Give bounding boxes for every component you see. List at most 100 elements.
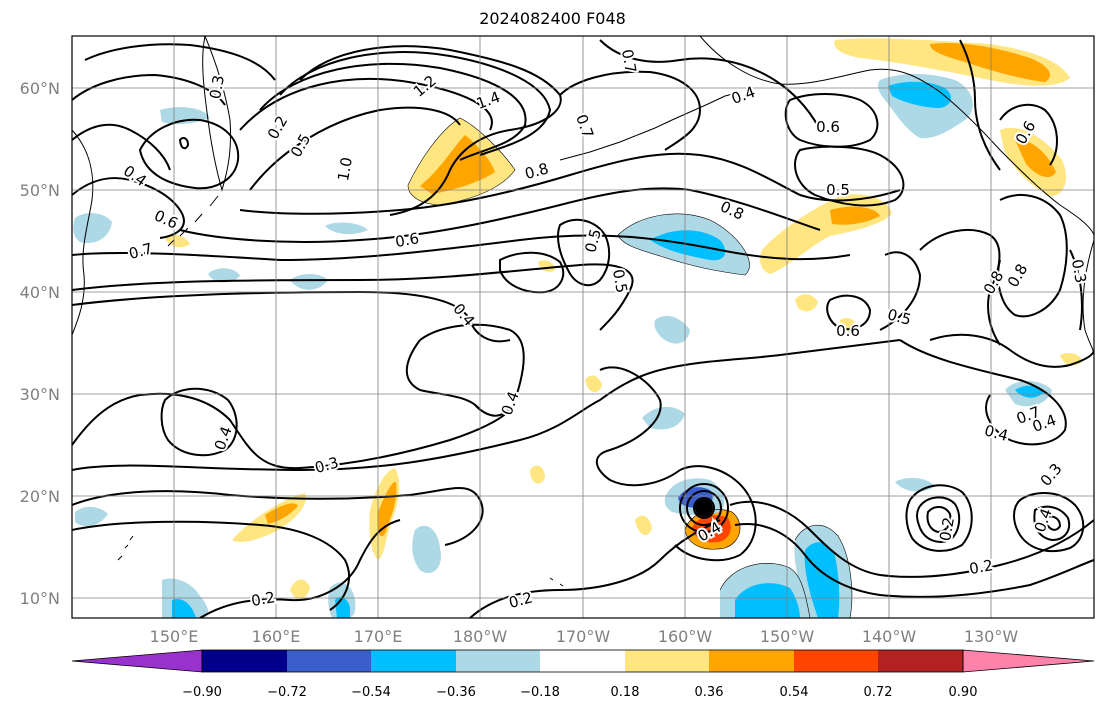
lat-tick-label: 30°N [20, 385, 60, 404]
contour-line [72, 177, 185, 239]
contour-line [72, 123, 171, 171]
lon-tick-label: 140°W [862, 627, 917, 646]
lon-tick-label: 150°E [150, 627, 199, 646]
contour-line [599, 39, 821, 131]
contour-line [1043, 515, 1062, 531]
positive-anomaly-region [585, 375, 602, 393]
colorbar-swatch [371, 650, 456, 672]
shaded-fields [73, 38, 1082, 618]
colorbar-swatch [202, 650, 287, 672]
positive-anomaly-region [635, 515, 652, 535]
contour-line [469, 519, 721, 618]
contour-line [929, 333, 1094, 368]
cyclone-contour-ring [693, 497, 715, 519]
cyclone-contour-ring [679, 483, 729, 533]
contour-label: 0.5 [826, 181, 850, 199]
negative-anomaly-region [735, 583, 800, 618]
contour-line [72, 234, 851, 262]
contour-line [72, 487, 484, 546]
colorbar-tick-label: −0.54 [351, 685, 391, 700]
contour-line [1033, 505, 1071, 542]
positive-anomaly-region [290, 579, 310, 599]
contour-line [199, 519, 401, 618]
contour-line [239, 78, 493, 131]
colorbar-tick-label: 0.90 [949, 685, 978, 700]
colorbar-tick-label: 0.72 [864, 685, 893, 700]
lon-tick-label: 130°W [964, 627, 1019, 646]
positive-anomaly-region [265, 503, 298, 524]
lat-tick-label: 20°N [20, 487, 60, 506]
contour-line [557, 218, 611, 287]
colorbar-tick-label: −0.90 [182, 685, 222, 700]
lon-tick-label: 170°E [354, 627, 403, 646]
colorbar-swatch [709, 650, 794, 672]
contour-label: 0.6 [836, 322, 860, 340]
contour-line [299, 45, 562, 216]
positive-anomaly-region [692, 515, 731, 543]
colorbar-frame [201, 649, 964, 673]
negative-anomaly-region [654, 315, 690, 344]
contour-line [279, 51, 552, 156]
contour-line [84, 43, 276, 81]
lon-tick-labels: 150°E 160°E 170°E 180°W 170°W 160°W 150°… [150, 627, 1019, 646]
positive-anomaly-region [795, 294, 818, 312]
positive-anomaly-region [420, 135, 495, 194]
lat-tick-label: 60°N [20, 79, 60, 98]
lat-tick-label: 50°N [20, 181, 60, 200]
lon-tick-label: 160°W [658, 627, 713, 646]
negative-anomaly-region [208, 268, 240, 283]
negative-anomaly-region [73, 213, 112, 244]
colorbar-tick-label: −0.72 [267, 685, 307, 700]
negative-anomaly-region [172, 598, 196, 618]
coastline-asia-mainland [72, 129, 94, 336]
positive-anomaly-region [530, 465, 545, 484]
contour-line [926, 506, 952, 534]
contour-line [239, 152, 901, 215]
lon-tick-label: 160°E [252, 627, 301, 646]
negative-anomaly-region [325, 222, 368, 235]
negative-anomaly-region [650, 230, 726, 261]
contour-label: 0.3 [1068, 258, 1090, 285]
cyclone-center-marker [695, 499, 713, 517]
contour-line [72, 73, 226, 106]
contour-line [72, 290, 511, 343]
contour-line [72, 263, 634, 331]
negative-anomaly-region [804, 542, 840, 618]
contour-lines [72, 39, 1094, 618]
coastline-north-america [1082, 239, 1094, 356]
contour-line [160, 387, 238, 457]
colorbar-tick-label: −0.18 [520, 685, 560, 700]
colorbar-swatches [71, 649, 1095, 673]
contour-line [249, 106, 461, 191]
contour-line [734, 523, 1094, 598]
lat-tick-label: 10°N [20, 589, 60, 608]
colorbar-extend-low [71, 649, 203, 673]
contour-line [784, 93, 879, 148]
lat-tick-label: 40°N [20, 283, 60, 302]
colorbar-tick-label: 0.18 [611, 685, 640, 700]
contour-line [559, 70, 702, 151]
colorbar-extend-high [962, 649, 1095, 673]
contour-line [794, 145, 905, 207]
coastline-islands [117, 535, 134, 561]
lon-tick-label: 170°W [556, 627, 611, 646]
contour-line [999, 103, 1058, 166]
cyclone-contour-ring [686, 490, 722, 526]
contour-line [138, 118, 240, 190]
contour-line [419, 323, 525, 417]
colorbar-swatch [540, 650, 625, 672]
contour-line [997, 194, 1068, 318]
colorbar-swatch [625, 650, 709, 672]
contour-line [72, 520, 350, 611]
colorbar-tick-label: 0.36 [695, 685, 724, 700]
contour-line [259, 62, 527, 161]
contour-line [178, 136, 190, 150]
coastline-hawaii [549, 577, 564, 587]
lat-tick-labels: 60°N 50°N 40°N 30°N 20°N 10°N [20, 79, 60, 608]
contour-label: 0.2 [968, 556, 995, 578]
contour-line [919, 229, 1001, 346]
positive-anomaly-region [930, 42, 1050, 82]
shade-outline [719, 563, 811, 618]
